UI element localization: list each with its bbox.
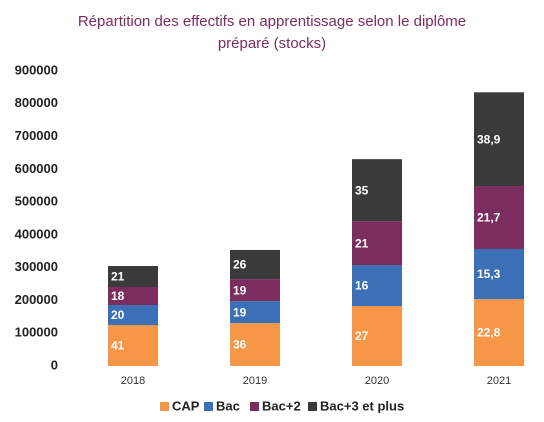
x-tick-label: 2020 bbox=[365, 375, 389, 387]
bar-segment bbox=[108, 266, 158, 288]
data-label: 15,3 bbox=[477, 267, 501, 281]
bar-segment bbox=[230, 279, 280, 302]
legend-label: Bac bbox=[216, 398, 240, 413]
bar-segment bbox=[108, 325, 158, 366]
bar-segment bbox=[474, 248, 524, 300]
y-tick-label: 700000 bbox=[15, 128, 58, 143]
data-label: 41 bbox=[111, 339, 125, 353]
data-label: 38,9 bbox=[477, 132, 501, 146]
bar-segment bbox=[474, 299, 524, 366]
data-label: 20 bbox=[111, 308, 125, 322]
y-tick-label: 800000 bbox=[15, 95, 58, 110]
bar-segment bbox=[352, 159, 402, 222]
legend-swatch bbox=[308, 402, 317, 411]
data-label: 19 bbox=[233, 283, 247, 297]
y-tick-label: 400000 bbox=[15, 226, 58, 241]
bar-segment bbox=[230, 249, 280, 280]
y-tick-label: 500000 bbox=[15, 194, 58, 209]
data-label: 27 bbox=[355, 329, 369, 343]
data-label: 18 bbox=[111, 289, 125, 303]
bar-segment bbox=[352, 221, 402, 266]
chart-title: Répartition des effectifs en apprentissa… bbox=[78, 13, 466, 30]
bar-segment bbox=[352, 306, 402, 366]
y-tick-label: 100000 bbox=[15, 325, 58, 340]
y-tick-label: 900000 bbox=[15, 62, 58, 77]
x-tick-label: 2021 bbox=[487, 375, 511, 387]
y-tick-label: 300000 bbox=[15, 259, 58, 274]
data-label: 16 bbox=[355, 279, 369, 293]
y-tick-label: 0 bbox=[51, 357, 58, 372]
data-label: 21 bbox=[355, 236, 369, 250]
legend-label: Bac+3 et plus bbox=[320, 398, 404, 413]
data-label: 26 bbox=[233, 258, 247, 272]
data-label: 21,7 bbox=[477, 211, 501, 225]
data-label: 21 bbox=[111, 270, 125, 284]
bar-segment bbox=[230, 301, 280, 324]
legend-swatch bbox=[160, 402, 169, 411]
chart-title: préparé (stocks) bbox=[218, 35, 326, 52]
bar-segment bbox=[108, 287, 158, 306]
y-tick-label: 200000 bbox=[15, 292, 58, 307]
data-label: 19 bbox=[233, 305, 247, 319]
bar-segment bbox=[352, 265, 402, 307]
data-label: 35 bbox=[355, 183, 369, 197]
legend-label: CAP bbox=[172, 398, 200, 413]
legend-swatch bbox=[204, 402, 213, 411]
x-tick-label: 2018 bbox=[121, 375, 145, 387]
y-tick-label: 600000 bbox=[15, 161, 58, 176]
bar-segment bbox=[230, 323, 280, 366]
bar-segment bbox=[108, 305, 158, 326]
data-label: 36 bbox=[233, 338, 247, 352]
legend-swatch bbox=[250, 402, 259, 411]
legend-label: Bac+2 bbox=[262, 398, 301, 413]
bar-segment bbox=[474, 186, 524, 249]
x-tick-label: 2019 bbox=[243, 375, 267, 387]
data-label: 22,8 bbox=[477, 326, 501, 340]
bar-segment bbox=[474, 92, 524, 187]
